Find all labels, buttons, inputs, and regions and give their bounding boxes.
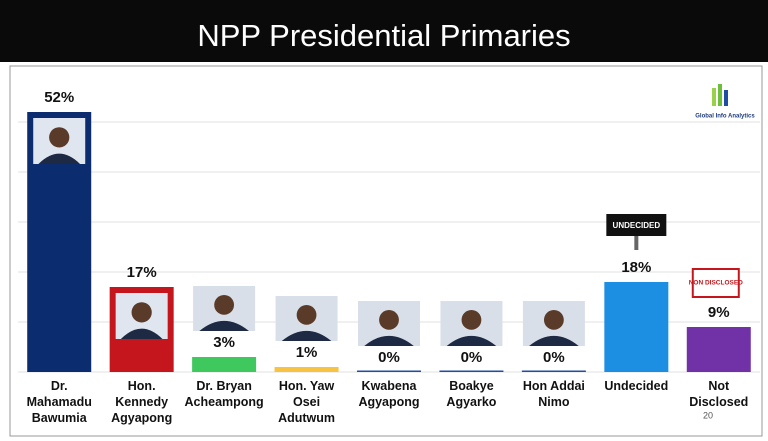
annotation: UNDECIDED xyxy=(613,221,661,230)
photo-head xyxy=(296,305,317,325)
logo-bar xyxy=(712,88,716,106)
value-label: 18% xyxy=(621,259,651,276)
chart-frame xyxy=(9,65,763,437)
bar xyxy=(192,357,257,372)
bar xyxy=(521,370,586,372)
photo-body xyxy=(120,328,163,339)
x-tick-label: Kwabena Agyapong xyxy=(358,379,420,409)
photo-head xyxy=(461,310,482,330)
x-tick-label: Dr. Bryan Acheampong xyxy=(184,379,264,409)
page-number: 20 xyxy=(703,410,713,420)
title-banner xyxy=(0,0,768,62)
photo-head xyxy=(214,295,235,315)
photo-head xyxy=(131,302,152,323)
photo-body xyxy=(38,153,81,164)
bar xyxy=(439,370,504,372)
x-tick-label: Boakye Agyarko xyxy=(446,379,497,409)
photo-body xyxy=(529,335,579,346)
photo-body xyxy=(281,330,332,341)
logo: Global Info Analytics xyxy=(695,84,755,120)
x-tick-label: Dr. Mahamadu Bawumia xyxy=(26,379,92,425)
logo-bar xyxy=(718,84,722,106)
sign xyxy=(691,268,740,298)
photo-body xyxy=(364,335,414,346)
value-label: 0% xyxy=(543,349,565,366)
x-tick-label: Not Disclosed xyxy=(689,379,749,409)
annotation: NON DISCLOSED xyxy=(689,280,743,287)
logo-text: Global Info Analytics xyxy=(695,114,755,120)
value-label: 52% xyxy=(44,89,74,106)
chart-title: NPP Presidential Primaries xyxy=(197,18,570,53)
value-label: 0% xyxy=(378,349,400,366)
photo-body xyxy=(446,335,497,346)
value-label: 0% xyxy=(461,349,483,366)
bar xyxy=(274,367,339,372)
logo-bar xyxy=(724,90,728,106)
value-label: 3% xyxy=(213,334,235,351)
x-tick-label: Hon. Yaw Osei Adutwum xyxy=(278,379,336,425)
photo-head xyxy=(543,310,564,330)
x-tick-label: Hon. Kennedy Agyapong xyxy=(111,379,173,425)
photo-body xyxy=(199,320,249,331)
bar xyxy=(604,282,669,372)
sign xyxy=(606,214,667,236)
value-label: 1% xyxy=(296,344,318,361)
bar xyxy=(686,327,751,372)
photo-head xyxy=(49,127,70,148)
x-tick-label: Hon Addai Nimo xyxy=(522,379,585,409)
value-label: 9% xyxy=(708,304,730,321)
x-tick-label: Undecided xyxy=(604,379,669,393)
photo-head xyxy=(379,310,399,330)
bar xyxy=(357,370,421,372)
sign-post xyxy=(634,236,639,250)
value-label: 17% xyxy=(127,264,157,281)
